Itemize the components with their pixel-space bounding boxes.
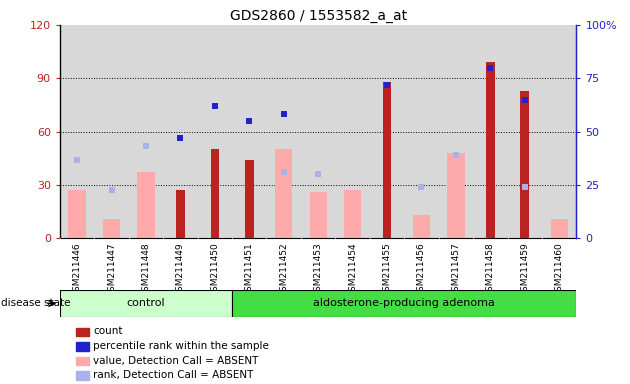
Text: GSM211455: GSM211455	[382, 242, 391, 297]
Text: GSM211459: GSM211459	[520, 242, 529, 297]
Text: GSM211446: GSM211446	[72, 242, 81, 297]
Text: aldosterone-producing adenoma: aldosterone-producing adenoma	[313, 298, 495, 308]
Bar	[176, 190, 185, 238]
Text: GSM211454: GSM211454	[348, 242, 357, 297]
Bar	[232, 290, 576, 317]
Text: GSM211452: GSM211452	[279, 242, 288, 297]
Bar	[551, 218, 568, 238]
Text: GSM211456: GSM211456	[417, 242, 426, 297]
Text: disease state: disease state	[1, 298, 70, 308]
Bar	[245, 160, 253, 238]
Text: control: control	[127, 298, 165, 308]
Bar	[344, 190, 361, 238]
Bar	[69, 190, 86, 238]
Text: GSM211460: GSM211460	[555, 242, 564, 297]
Bar	[275, 149, 292, 238]
Text: GSM211453: GSM211453	[314, 242, 323, 297]
Text: value, Detection Call = ABSENT: value, Detection Call = ABSENT	[93, 356, 259, 366]
Bar	[520, 91, 529, 238]
Text: GSM211458: GSM211458	[486, 242, 495, 297]
Bar	[210, 149, 219, 238]
Bar	[413, 215, 430, 238]
Bar	[447, 153, 464, 238]
Bar	[382, 82, 391, 238]
Bar	[60, 290, 232, 317]
Text: GSM211447: GSM211447	[107, 242, 116, 297]
Text: GSM211451: GSM211451	[245, 242, 254, 297]
Bar	[103, 218, 120, 238]
Bar	[137, 172, 154, 238]
Text: GSM211449: GSM211449	[176, 242, 185, 297]
Text: GSM211450: GSM211450	[210, 242, 219, 297]
Text: count: count	[93, 326, 123, 336]
Bar	[486, 62, 495, 238]
Bar	[309, 192, 327, 238]
Text: percentile rank within the sample: percentile rank within the sample	[93, 341, 269, 351]
Text: rank, Detection Call = ABSENT: rank, Detection Call = ABSENT	[93, 370, 254, 380]
Title: GDS2860 / 1553582_a_at: GDS2860 / 1553582_a_at	[229, 8, 407, 23]
Text: GSM211448: GSM211448	[142, 242, 151, 297]
Text: GSM211457: GSM211457	[452, 242, 461, 297]
